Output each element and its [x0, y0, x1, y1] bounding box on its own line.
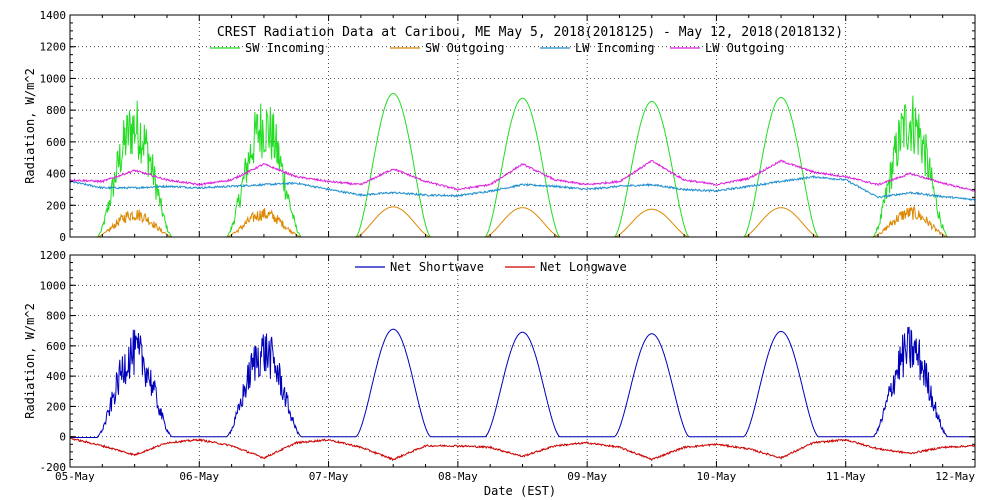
series-line-sw-outgoing [70, 205, 975, 238]
top-panel-legend: SW Incoming SW Outgoing LW Incoming LW Outg… [210, 41, 784, 55]
y-tick-label: 400 [46, 370, 66, 383]
series-line-sw-incoming [70, 92, 975, 238]
legend-label: Net Shortwave [390, 260, 484, 274]
legend-label: SW Incoming [245, 41, 324, 55]
y-tick-label: 800 [46, 310, 66, 323]
y-tick-label: 200 [46, 199, 66, 212]
top-panel-grid [70, 15, 975, 237]
y-tick-label: 1400 [40, 9, 67, 22]
bottom-y-axis-label: Radiation, W/m^2 [23, 303, 37, 419]
chart-title: CREST Radiation Data at Caribou, ME May … [217, 25, 843, 40]
y-tick-label: 200 [46, 400, 66, 413]
x-axis-ticks: 05-May 06-May 07-May 08-May 09-May 10-May 11-M… [55, 470, 975, 483]
bottom-panel-frame [69, 254, 976, 468]
x-tick-label: 11-May [826, 470, 866, 483]
series-line-net-longwave [69, 437, 976, 462]
x-tick-label: 10-May [697, 470, 737, 483]
x-tick-label: 12-May [935, 470, 975, 483]
x-tick-label: 07-May [309, 470, 349, 483]
bottom-panel-series [69, 326, 976, 462]
top-panel-frame [69, 14, 976, 238]
bottom-panel-grid [70, 255, 975, 467]
x-tick-label: 08-May [438, 470, 478, 483]
legend-label: SW Outgoing [425, 41, 504, 55]
y-tick-label: 1200 [40, 41, 67, 54]
x-tick-label: 09-May [567, 470, 607, 483]
bottom-panel-y-ticks: -200 0 200 400 600 800 1000 1200 [40, 249, 976, 474]
y-tick-label: 0 [59, 231, 66, 244]
x-tick-label: 05-May [55, 470, 95, 483]
bottom-panel-net: -200 0 200 400 600 800 1000 1200 05-May 06-May 07… [23, 249, 976, 498]
series-line-lw-outgoing [69, 159, 976, 192]
series-line-net-shortwave [70, 326, 975, 438]
y-tick-label: 400 [46, 168, 66, 181]
top-y-axis-label: Radiation, W/m^2 [23, 68, 37, 184]
bottom-panel-legend: Net Shortwave Net Longwave [355, 260, 627, 274]
y-tick-label: -200 [40, 461, 67, 474]
y-tick-label: 1200 [40, 249, 67, 262]
y-tick-label: 1000 [40, 72, 67, 85]
legend-label: LW Outgoing [705, 41, 784, 55]
y-tick-label: 0 [59, 431, 66, 444]
series-line-lw-incoming [69, 175, 976, 202]
top-panel-y-ticks: 0 200 400 600 800 1000 1200 1400 [40, 9, 976, 244]
x-tick-label: 06-May [179, 470, 219, 483]
y-tick-label: 1000 [40, 279, 67, 292]
y-tick-label: 600 [46, 340, 66, 353]
legend-label: LW Incoming [575, 41, 654, 55]
y-tick-label: 600 [46, 136, 66, 149]
top-panel-incoming-outgoing: 0 200 400 600 800 1000 1200 1400 CREST Radiatio… [23, 9, 976, 244]
x-axis-label: Date (EST) [484, 484, 556, 498]
y-tick-label: 800 [46, 104, 66, 117]
legend-label: Net Longwave [540, 260, 627, 274]
top-panel-series [69, 92, 976, 238]
